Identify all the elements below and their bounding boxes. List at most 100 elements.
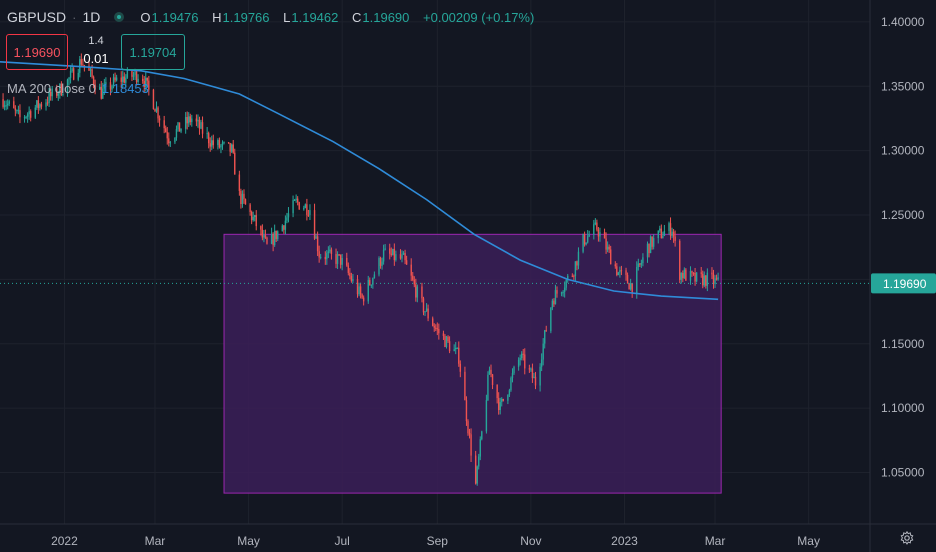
- candle-body: [382, 249, 385, 262]
- candle-body: [319, 256, 322, 258]
- price-axis[interactable]: 1.400001.350001.300001.250001.200001.150…: [869, 0, 936, 552]
- candle-body: [608, 246, 610, 250]
- symbol-name[interactable]: GBPUSD: [7, 9, 67, 25]
- candle-body: [92, 76, 95, 85]
- candle-body: [13, 101, 15, 109]
- candle-body: [177, 122, 179, 130]
- interval-label[interactable]: 1D: [82, 9, 101, 25]
- candle-body: [614, 264, 616, 267]
- candle-body: [596, 222, 598, 230]
- candle-body: [122, 76, 124, 82]
- candle-body: [476, 466, 478, 484]
- candle-body: [232, 144, 234, 153]
- candle-body: [154, 109, 156, 112]
- candle-body: [528, 368, 531, 370]
- candle-body: [695, 272, 698, 282]
- candle-body: [66, 79, 69, 94]
- candle-body: [501, 398, 503, 403]
- candle-body: [683, 269, 686, 279]
- candle-body: [188, 116, 190, 124]
- candle-body: [272, 233, 274, 246]
- legend-separator: ·: [72, 9, 77, 25]
- candle-body: [685, 269, 687, 281]
- candle-body: [646, 243, 649, 258]
- candle-body: [255, 215, 257, 227]
- candle-body: [261, 229, 264, 238]
- candle-body: [296, 198, 299, 203]
- candle-body: [166, 132, 168, 139]
- candle-body: [165, 128, 167, 133]
- candle-body: [230, 144, 233, 152]
- change-value: +0.00209 (+0.17%): [423, 9, 535, 25]
- candle-body: [145, 77, 147, 88]
- price-tick-label: 1.40000: [881, 15, 925, 29]
- gear-icon[interactable]: [900, 531, 914, 545]
- candle-body: [640, 263, 643, 265]
- candle-body: [132, 75, 135, 77]
- spread-top: 1.4: [88, 35, 104, 47]
- candle-body: [115, 77, 118, 81]
- candle-body: [594, 222, 597, 225]
- candle-body: [60, 83, 63, 96]
- price-tick-label: 1.30000: [881, 144, 925, 158]
- candle-body: [240, 190, 242, 205]
- candle-body: [582, 233, 584, 252]
- candle-body: [663, 230, 666, 236]
- indicator-label: MA 200 close 0: [7, 81, 96, 96]
- candle-body: [218, 140, 221, 148]
- candle-body: [465, 400, 468, 422]
- candle-body: [522, 353, 524, 355]
- sell-button[interactable]: 1.19690: [6, 34, 68, 70]
- candle-body: [103, 84, 106, 89]
- candle-body: [668, 223, 670, 231]
- candle-body: [628, 283, 630, 290]
- candle-body: [705, 275, 707, 286]
- candle-body: [287, 213, 290, 218]
- candle-body: [674, 236, 676, 241]
- candle-body: [263, 235, 265, 238]
- candle-body: [379, 258, 382, 266]
- low-key: L: [283, 9, 291, 25]
- candle-body: [68, 77, 70, 80]
- time-tick-label: May: [797, 534, 820, 548]
- candle-body: [625, 270, 627, 275]
- candle-body: [511, 373, 514, 379]
- spread-bottom: 0.01: [83, 51, 109, 66]
- candle-body: [422, 298, 425, 313]
- candle-body: [244, 199, 247, 205]
- candle-body: [200, 122, 202, 129]
- candle-body: [648, 243, 650, 254]
- candle-body: [637, 263, 640, 268]
- buy-button[interactable]: 1.19704: [121, 34, 185, 70]
- candle-body: [330, 249, 333, 255]
- ohlc-values: O1.19476 H1.19766 L1.19462 C1.19690 +0.0…: [140, 10, 544, 25]
- candle-body: [530, 368, 532, 370]
- candle-body: [577, 251, 580, 266]
- candle-body: [378, 258, 380, 275]
- candle-body: [309, 210, 311, 215]
- candle-body: [102, 88, 104, 99]
- candle-body: [442, 333, 445, 336]
- candle-body: [427, 308, 429, 319]
- candle-body: [283, 225, 285, 230]
- indicator-legend[interactable]: MA 200 close 0 1.18453: [7, 81, 149, 96]
- open-value: 1.19476: [151, 9, 199, 25]
- candle-body: [436, 328, 439, 330]
- candle-body: [588, 234, 590, 237]
- candle-body: [539, 366, 541, 386]
- candle-body: [574, 261, 577, 276]
- candle-body: [467, 421, 469, 434]
- candle-body: [250, 211, 253, 221]
- candle-body: [662, 235, 664, 239]
- candle-body: [316, 236, 319, 252]
- candle-body: [234, 152, 236, 175]
- close-value: 1.19690: [362, 9, 410, 25]
- time-tick-label: May: [237, 534, 260, 548]
- rectangle-drawing[interactable]: [223, 233, 722, 494]
- candle-body: [550, 307, 552, 332]
- candle-body: [304, 204, 307, 208]
- candle-body: [361, 294, 363, 298]
- time-axis[interactable]: 2022 Mar May Jul Sep Nov 2023 Mar May: [0, 523, 936, 548]
- candle-body: [456, 347, 458, 349]
